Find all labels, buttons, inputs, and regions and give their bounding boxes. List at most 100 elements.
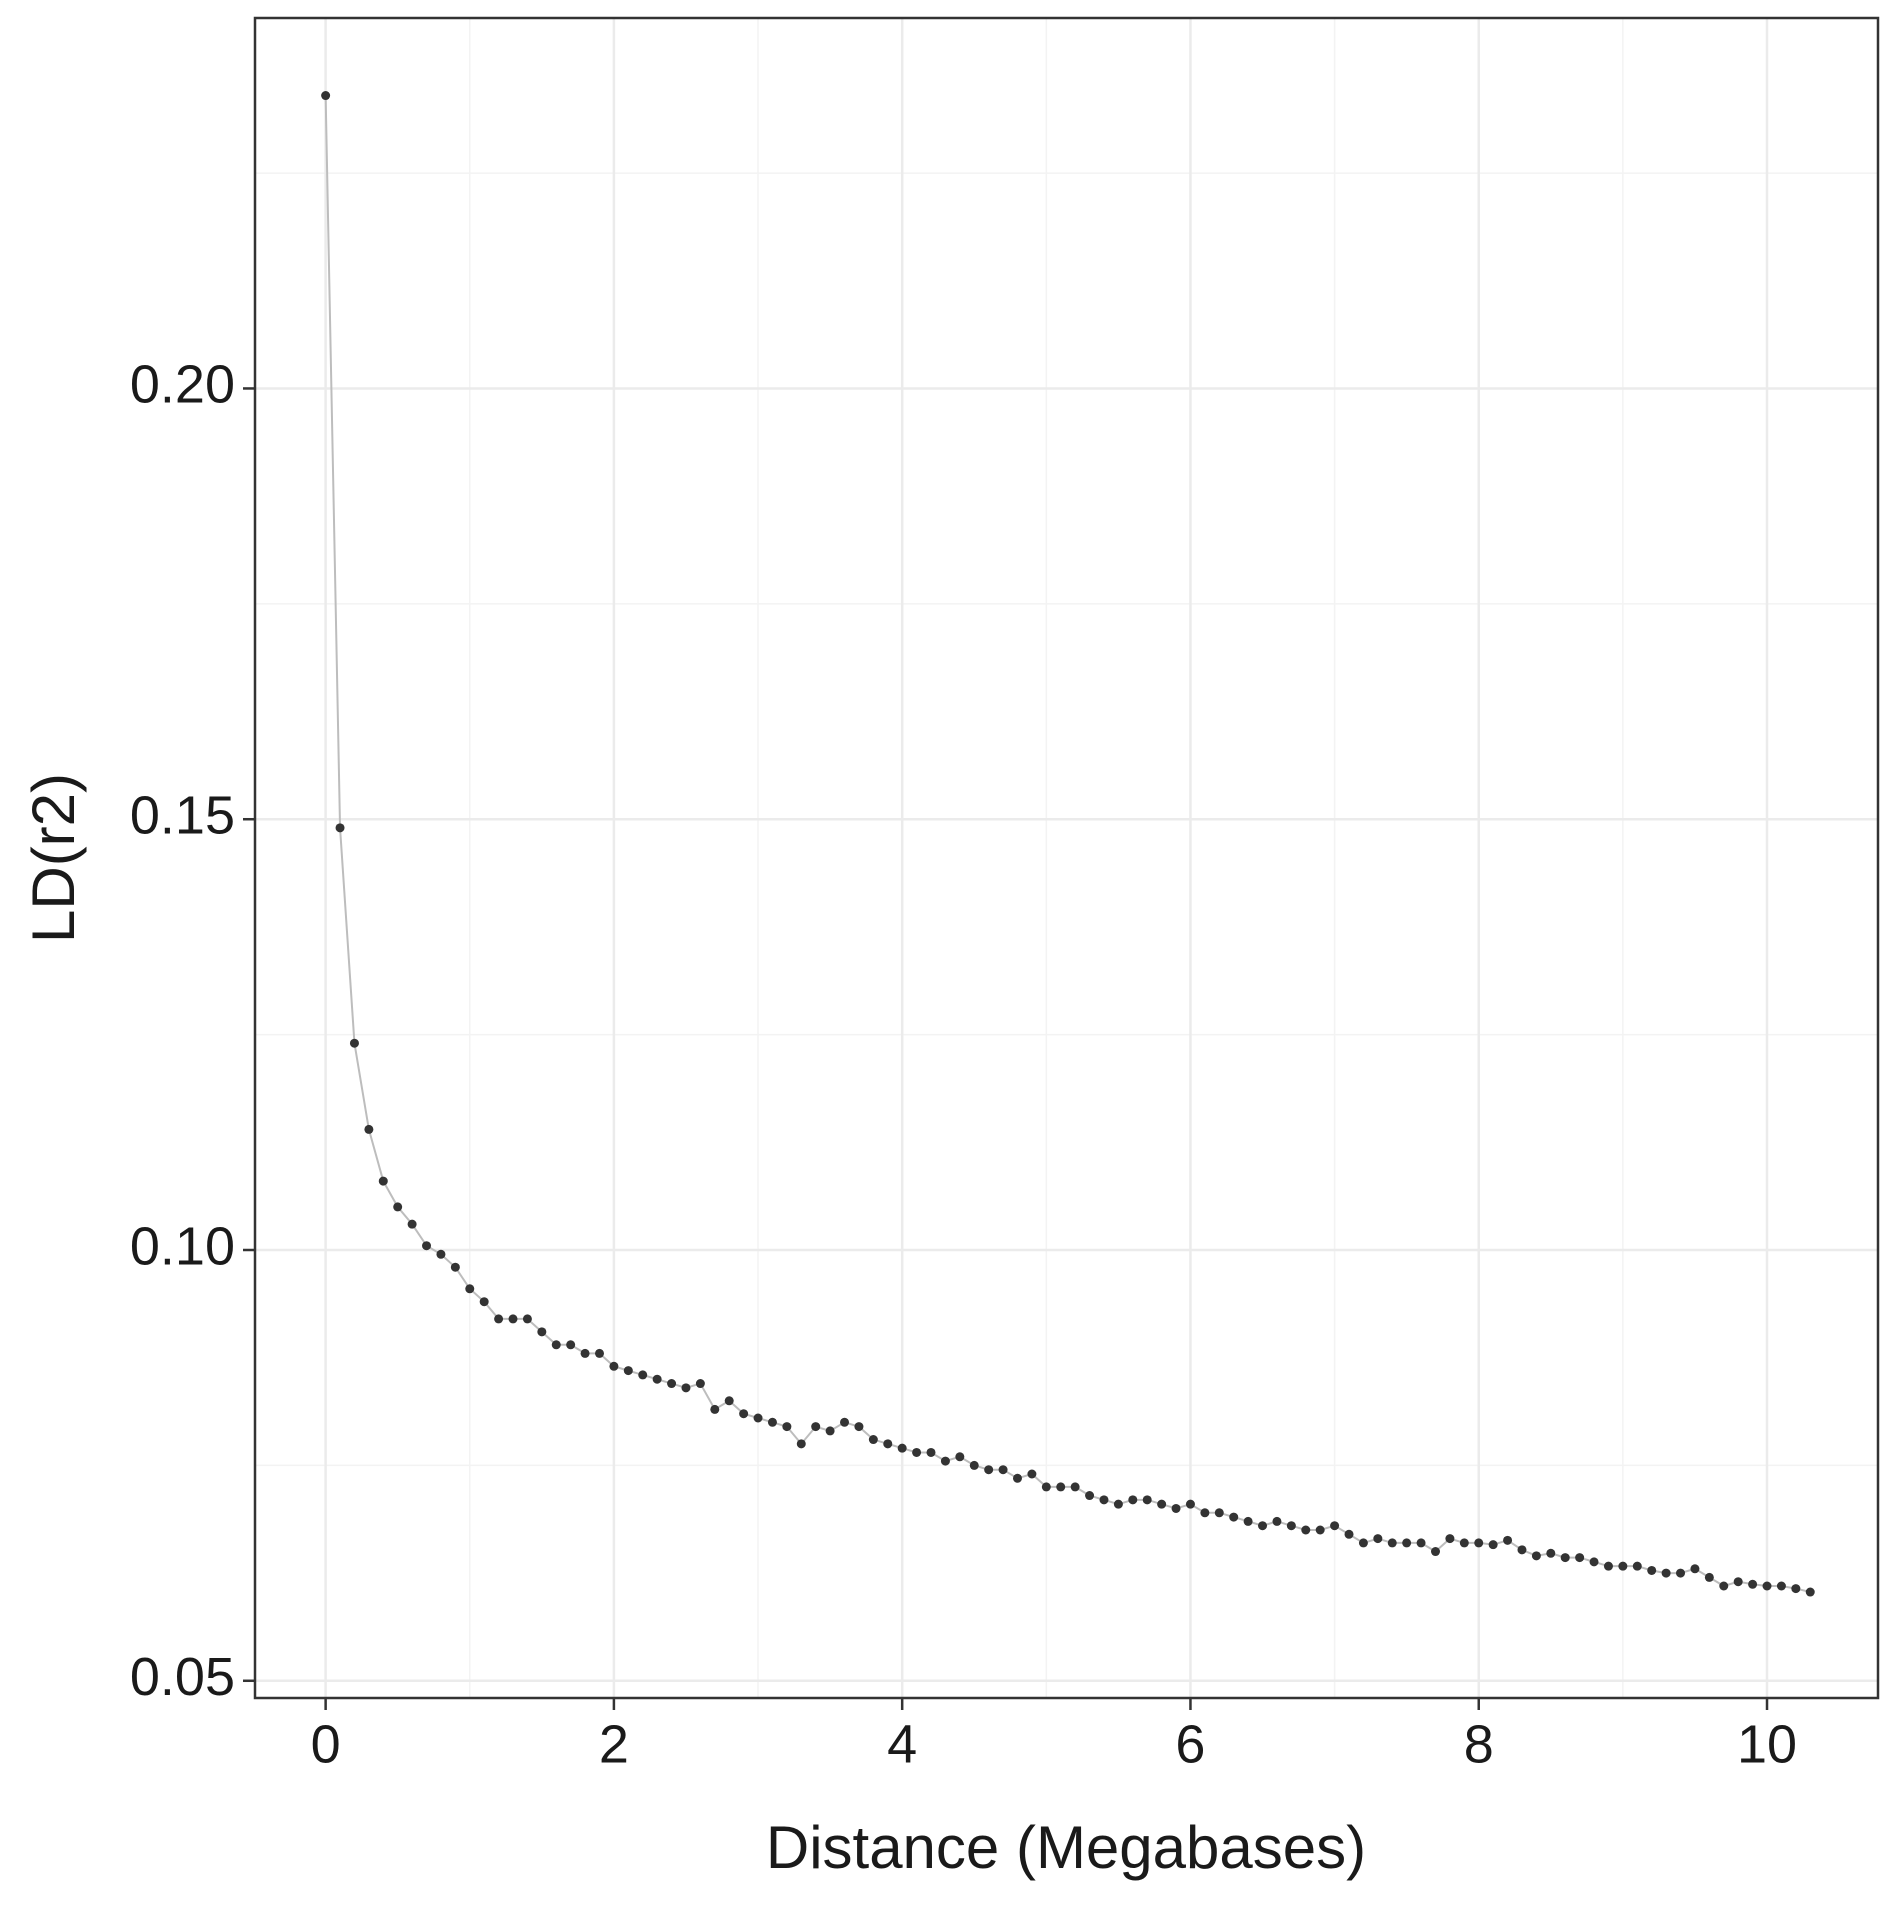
point: [1070, 1482, 1080, 1492]
point: [1632, 1561, 1642, 1571]
point: [652, 1374, 662, 1384]
point: [566, 1340, 576, 1350]
point: [364, 1124, 374, 1134]
point: [407, 1219, 417, 1229]
point: [1041, 1482, 1051, 1492]
point: [1243, 1516, 1253, 1526]
point: [1733, 1577, 1743, 1587]
point: [1416, 1538, 1426, 1548]
point: [1676, 1568, 1686, 1578]
point: [1142, 1495, 1152, 1505]
point: [1200, 1508, 1210, 1518]
plot-border: [253, 16, 1880, 1700]
point: [1762, 1581, 1772, 1591]
point: [1805, 1587, 1815, 1597]
point: [969, 1460, 979, 1470]
point: [580, 1348, 590, 1358]
y-tick-label: 0.05: [130, 1647, 235, 1707]
point: [1459, 1538, 1469, 1548]
point: [1776, 1581, 1786, 1591]
point: [1690, 1564, 1700, 1574]
point: [1301, 1525, 1311, 1535]
point: [854, 1422, 864, 1432]
point: [868, 1435, 878, 1445]
point: [1387, 1538, 1397, 1548]
x-tick-label: 10: [1737, 1714, 1797, 1774]
point: [1488, 1540, 1498, 1550]
point: [1330, 1521, 1340, 1531]
point: [450, 1262, 460, 1272]
point: [393, 1202, 403, 1212]
point: [1719, 1581, 1729, 1591]
point: [537, 1327, 547, 1337]
point: [349, 1038, 359, 1048]
point: [667, 1379, 677, 1389]
point: [1560, 1553, 1570, 1563]
point: [984, 1465, 994, 1475]
point: [710, 1404, 720, 1414]
point: [1589, 1557, 1599, 1567]
x-tick-label: 6: [1175, 1714, 1205, 1774]
point: [1618, 1561, 1628, 1571]
point: [594, 1348, 604, 1358]
point: [782, 1422, 792, 1432]
point: [335, 823, 345, 833]
point: [1603, 1561, 1613, 1571]
point: [926, 1447, 936, 1457]
point: [1402, 1538, 1412, 1548]
point: [1704, 1572, 1714, 1582]
point: [1791, 1584, 1801, 1594]
point: [1503, 1535, 1513, 1545]
point: [1272, 1516, 1282, 1526]
point: [1286, 1521, 1296, 1531]
point: [479, 1297, 489, 1307]
point: [1229, 1512, 1239, 1522]
x-tick-label: 4: [887, 1714, 917, 1774]
point: [1474, 1538, 1484, 1548]
point: [1748, 1579, 1758, 1589]
x-tick-label: 8: [1464, 1714, 1494, 1774]
point: [638, 1370, 648, 1380]
point: [811, 1422, 821, 1432]
point: [1373, 1534, 1383, 1544]
point: [1012, 1473, 1022, 1483]
point: [1056, 1482, 1066, 1492]
point: [1661, 1568, 1671, 1578]
point: [609, 1361, 619, 1371]
point: [1647, 1565, 1657, 1575]
point: [681, 1383, 691, 1393]
point: [1157, 1499, 1167, 1509]
point: [739, 1409, 749, 1419]
y-tick-label: 0.20: [130, 355, 235, 415]
point: [623, 1366, 633, 1376]
point: [1171, 1503, 1181, 1513]
point: [1546, 1548, 1556, 1558]
point: [1099, 1495, 1109, 1505]
point: [1430, 1547, 1440, 1557]
point: [551, 1340, 561, 1350]
point: [508, 1314, 518, 1324]
point: [1113, 1499, 1123, 1509]
point: [494, 1314, 504, 1324]
point: [1214, 1508, 1224, 1518]
y-axis-title: LD(r2): [20, 773, 87, 943]
point: [796, 1439, 806, 1449]
x-tick-label: 2: [599, 1714, 629, 1774]
point: [998, 1465, 1008, 1475]
point: [321, 91, 331, 101]
point: [378, 1176, 388, 1186]
point: [955, 1452, 965, 1462]
point: [940, 1456, 950, 1466]
point: [897, 1443, 907, 1453]
point: [1027, 1469, 1037, 1479]
point: [1258, 1521, 1268, 1531]
point: [522, 1314, 532, 1324]
point: [825, 1426, 835, 1436]
point: [436, 1249, 446, 1259]
point: [883, 1439, 893, 1449]
point: [840, 1417, 850, 1427]
point: [753, 1413, 763, 1423]
y-tick-label: 0.15: [130, 785, 235, 845]
